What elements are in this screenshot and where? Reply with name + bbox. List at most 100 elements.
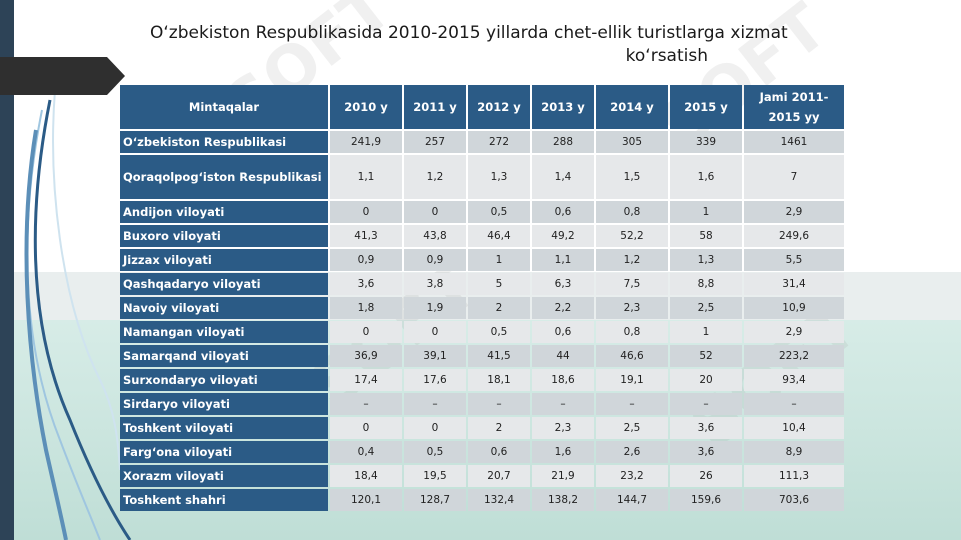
table-row: Qashqadaryo viloyati 3,6 3,8 5 6,3 7,5 8,8 31,4 [120,273,844,295]
table-row: Toshkent shahri 120,1 128,7 132,4 138,2 144,7… [120,489,844,511]
table-row: Andijon viloyati 0 0 0,5 0,6 0,8 1 2,9 [120,201,844,223]
table-row: Buxoro viloyati 41,3 43,8 46,4 49,2 52,2 58 249… [120,225,844,247]
value-cell: 120,1 [330,489,402,511]
value-cell: 1 [468,249,530,271]
region-name-cell: Surxondaryo viloyati [120,369,328,391]
value-cell: 1,1 [330,155,402,199]
value-cell: 241,9 [330,131,402,153]
value-cell: 0,4 [330,441,402,463]
value-cell: 3,6 [330,273,402,295]
table-row: Navoiy viloyati 1,8 1,9 2 2,2 2,3 2,5 10,9 [120,297,844,319]
table-row: Qoraqolpog‘iston Respublikasi 1,1 1,2 1,3 1,… [120,155,844,199]
value-cell: 31,4 [744,273,844,295]
region-name-cell: Sirdaryo viloyati [120,393,328,415]
value-cell: 39,1 [404,345,466,367]
region-name-cell: Xorazm viloyati [120,465,328,487]
value-cell: 17,6 [404,369,466,391]
value-cell: 128,7 [404,489,466,511]
value-cell: 3,6 [670,441,742,463]
value-cell: 111,3 [744,465,844,487]
left-accent-bar [0,0,14,540]
value-cell: 305 [596,131,668,153]
column-header: 2015 y [670,85,742,129]
value-cell: 1,3 [670,249,742,271]
value-cell: 288 [532,131,594,153]
region-name-cell: Toshkent viloyati [120,417,328,439]
region-name-cell: Andijon viloyati [120,201,328,223]
value-cell: 18,6 [532,369,594,391]
table-row: O‘zbekiston Respublikasi 241,9 257 272 288 30… [120,131,844,153]
value-cell: 8,8 [670,273,742,295]
value-cell: 2 [468,417,530,439]
column-header: Jami 2011-2015 yy [744,85,844,129]
region-name-cell: Samarqand viloyati [120,345,328,367]
table-row: Jizzax viloyati 0,9 0,9 1 1,1 1,2 1,3 5,5 [120,249,844,271]
slide-title-line2: ko‘rsatish [625,46,708,66]
table-row: Farg‘ona viloyati 0,4 0,5 0,6 1,6 2,6 3,6 8,9 [120,441,844,463]
value-cell: 52,2 [596,225,668,247]
value-cell: – [404,393,466,415]
table-row: Toshkent viloyati 0 0 2 2,3 2,5 3,6 10,4 [120,417,844,439]
region-name-cell: Namangan viloyati [120,321,328,343]
value-cell: 1 [670,201,742,223]
value-cell: 0 [404,201,466,223]
value-cell: 2,2 [532,297,594,319]
value-cell: 19,5 [404,465,466,487]
value-cell: 0,6 [468,441,530,463]
value-cell: 10,9 [744,297,844,319]
value-cell: – [744,393,844,415]
table-row: Samarqand viloyati 36,9 39,1 41,5 44 46,6 52 22… [120,345,844,367]
region-name-cell: Qashqadaryo viloyati [120,273,328,295]
column-header: 2011 y [404,85,466,129]
region-name-cell: O‘zbekiston Respublikasi [120,131,328,153]
value-cell: 2,5 [670,297,742,319]
value-cell: 272 [468,131,530,153]
value-cell: 0,5 [468,201,530,223]
column-header: 2010 y [330,85,402,129]
value-cell: – [596,393,668,415]
value-cell: 20 [670,369,742,391]
arrow-tab-icon [0,57,125,95]
value-cell: 5 [468,273,530,295]
value-cell: 0 [330,201,402,223]
value-cell: – [670,393,742,415]
value-cell: 49,2 [532,225,594,247]
value-cell: 223,2 [744,345,844,367]
value-cell: 0 [404,417,466,439]
value-cell: 8,9 [744,441,844,463]
value-cell: 0,5 [468,321,530,343]
value-cell: 138,2 [532,489,594,511]
value-cell: 58 [670,225,742,247]
region-name-cell: Qoraqolpog‘iston Respublikasi [120,155,328,199]
value-cell: 5,5 [744,249,844,271]
table-header-row: Mintaqalar 2010 y 2011 y 2012 y 2013 y 2… [120,85,844,129]
value-cell: 703,6 [744,489,844,511]
value-cell: 18,1 [468,369,530,391]
value-cell: 41,3 [330,225,402,247]
value-cell: 26 [670,465,742,487]
value-cell: 0 [330,417,402,439]
value-cell: 7 [744,155,844,199]
value-cell: 7,5 [596,273,668,295]
value-cell: 1461 [744,131,844,153]
value-cell: 1,9 [404,297,466,319]
column-header: 2013 y [532,85,594,129]
value-cell: 339 [670,131,742,153]
region-name-cell: Toshkent shahri [120,489,328,511]
value-cell: 2,6 [596,441,668,463]
value-cell: 17,4 [330,369,402,391]
tourism-table: Mintaqalar 2010 y 2011 y 2012 y 2013 y 2… [118,83,844,513]
slide-title-line1: O‘zbekiston Respublikasida 2010-2015 yil… [150,23,788,43]
value-cell: – [468,393,530,415]
value-cell: 159,6 [670,489,742,511]
value-cell: 1,2 [404,155,466,199]
table-row: Sirdaryo viloyati – – – – – – – [120,393,844,415]
value-cell: 0,8 [596,321,668,343]
value-cell: 0 [404,321,466,343]
value-cell: 0,9 [330,249,402,271]
value-cell: 18,4 [330,465,402,487]
value-cell: 46,4 [468,225,530,247]
value-cell: 0,6 [532,201,594,223]
slide-title: O‘zbekiston Respublikasida 2010-2015 yil… [150,22,830,68]
table-row: Surxondaryo viloyati 17,4 17,6 18,1 18,6 19,1… [120,369,844,391]
